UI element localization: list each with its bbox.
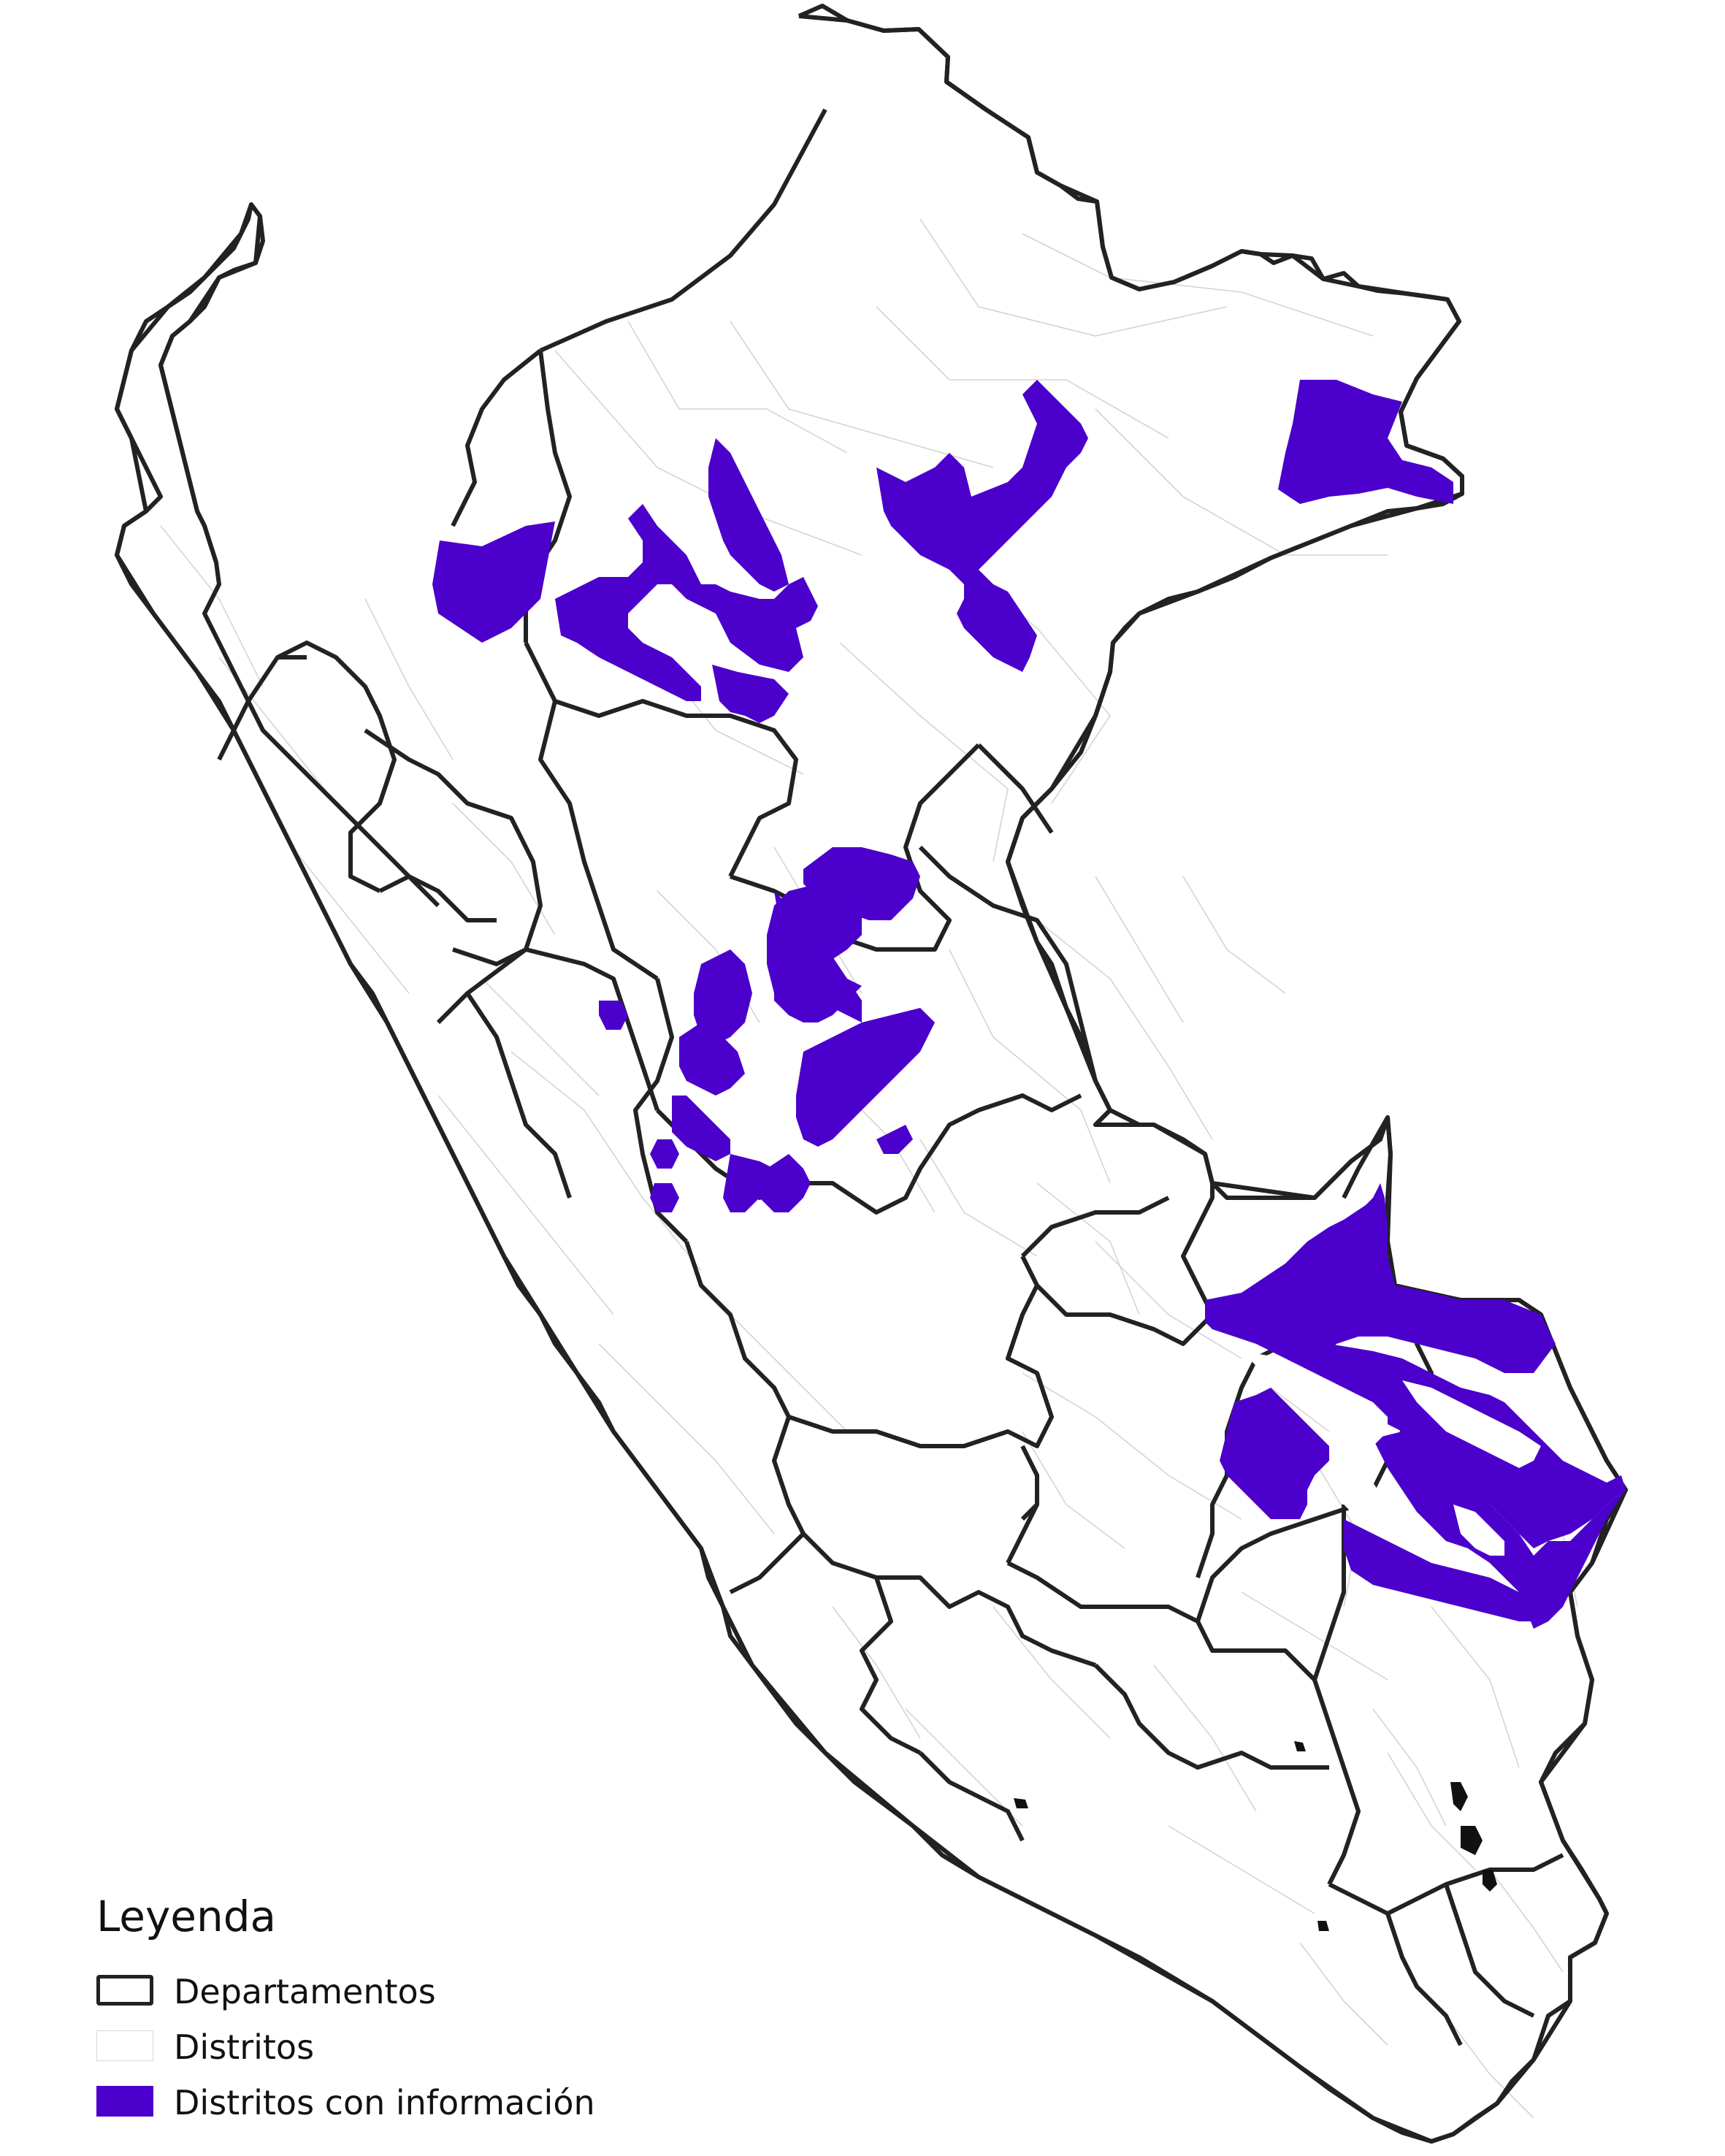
info-region-madre-de-dios-lower: [1373, 1431, 1626, 1629]
info-region-center-7: [679, 1022, 745, 1096]
legend-label-departments: Departamentos: [174, 1972, 436, 2011]
peru-outline-main: [115, 14, 1628, 2144]
info-region-north-3: [708, 438, 789, 592]
info-region-center-11: [650, 1139, 679, 1169]
info-region-center-10: [760, 1154, 811, 1212]
info-region-center-north: [876, 380, 1088, 672]
lake-3: [1317, 1921, 1329, 1931]
info-region-north-2: [555, 504, 818, 701]
department-border-swatch: [96, 1975, 153, 2006]
info-region-center-9: [723, 1154, 774, 1212]
info-region-center-13: [599, 1001, 628, 1030]
info-region-madre-de-dios-bottom: [1344, 1519, 1534, 1621]
legend-item-districts-with-info: Distritos con información: [93, 2083, 663, 2122]
legend-title: Leyenda: [96, 1892, 277, 1941]
lake-titicaca-2: [1461, 1826, 1483, 1855]
info-region-center-5: [796, 1008, 935, 1147]
info-region-north-4: [712, 665, 789, 723]
legend: Leyenda Departamentos Distritos Distrito…: [93, 1892, 678, 2140]
district-border-swatch: [96, 2030, 153, 2061]
info-region-center-12: [650, 1183, 679, 1212]
info-region-ucayali-dot: [876, 1125, 913, 1154]
info-region-loreto-east: [1278, 380, 1453, 504]
lake-titicaca-1: [1450, 1782, 1468, 1811]
madre-de-dios-rivers: [1242, 1351, 1541, 1556]
info-region-center-4: [774, 942, 862, 1022]
info-region-madre-de-dios-west: [1220, 1388, 1329, 1519]
info-region-madre-de-dios-top: [1205, 1183, 1556, 1373]
lake-2: [1294, 1741, 1306, 1751]
info-region-madre-de-dios-band: [1300, 1344, 1626, 1548]
district-with-info-swatch: [96, 2086, 153, 2117]
legend-item-departments: Departamentos: [93, 1972, 663, 2011]
district-lines: [160, 218, 1578, 2119]
legend-label-districts-with-info: Distritos con información: [174, 2083, 595, 2122]
legend-item-districts: Distritos: [93, 2027, 663, 2067]
lakes: [1014, 1741, 1497, 1931]
info-region-center-8: [672, 1096, 730, 1161]
info-region-north-1: [432, 521, 555, 643]
districts-with-info: [432, 380, 1626, 1629]
info-region-center-6: [694, 949, 752, 1044]
lake-1: [1014, 1798, 1028, 1808]
lake-titicaca-3: [1483, 1870, 1497, 1892]
legend-label-districts: Distritos: [174, 2027, 315, 2067]
